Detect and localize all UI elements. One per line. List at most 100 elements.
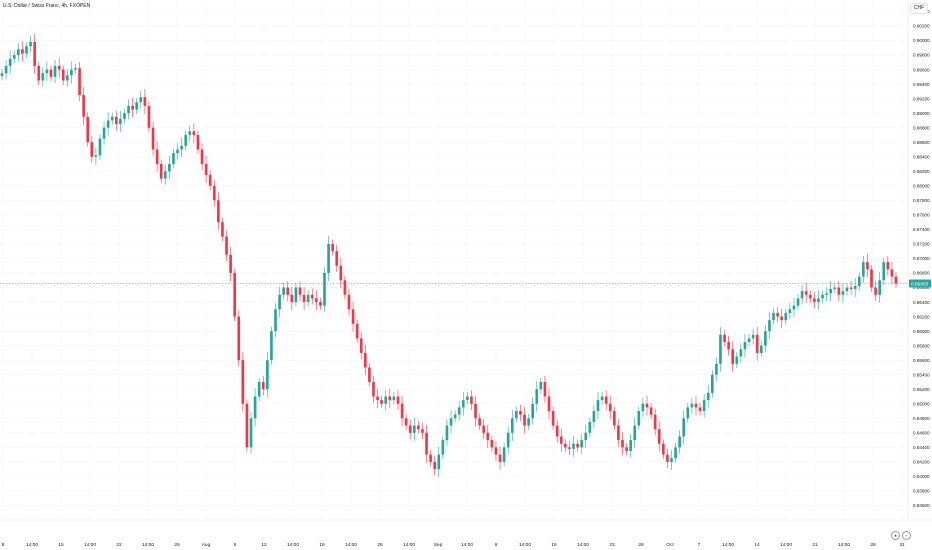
- y-tick-label: 0.88200: [913, 169, 930, 174]
- candle: [531, 397, 535, 425]
- candle: [253, 388, 257, 427]
- candle: [225, 230, 228, 262]
- candle: [482, 419, 486, 439]
- candle-body: [123, 113, 126, 119]
- candle: [245, 399, 249, 452]
- time-axis[interactable]: 8 14:00 15 14:00 22 14:00 29 Aug 6 12 14:00 19 14:00…: [2, 542, 905, 548]
- candle-body: [715, 363, 718, 375]
- candle: [453, 410, 457, 423]
- candle: [808, 290, 812, 303]
- candle: [743, 334, 747, 358]
- candle-body: [82, 95, 85, 117]
- candle: [641, 397, 645, 418]
- us-flag-icon[interactable]: ★: [891, 531, 900, 540]
- candle: [470, 390, 473, 410]
- candle-body: [343, 280, 347, 295]
- candle: [376, 388, 379, 409]
- candle-body: [200, 149, 204, 165]
- candle-body: [674, 447, 677, 459]
- candle: [457, 401, 461, 421]
- x-tick-label: 26: [377, 542, 383, 548]
- y-tick-label: 0.86000: [913, 329, 930, 334]
- candle-body: [751, 334, 755, 339]
- candle-body: [78, 68, 81, 95]
- x-tick-label: 14:00: [26, 542, 38, 548]
- candle: [429, 450, 432, 467]
- candle: [719, 326, 722, 372]
- candle: [702, 393, 706, 418]
- candle: [286, 281, 290, 301]
- candle-body: [878, 280, 881, 295]
- candle-body: [392, 396, 396, 401]
- candle: [347, 288, 351, 316]
- symbol-title[interactable]: U.S. Dollar / Swiss Franc, 4h, FXOPEN: [3, 3, 91, 9]
- candle-body: [849, 287, 853, 289]
- ch-flag-icon[interactable]: +: [902, 531, 911, 540]
- y-tick-label: 0.88600: [913, 140, 930, 145]
- candle-body: [559, 436, 563, 444]
- candle: [41, 67, 45, 87]
- candle: [310, 288, 314, 305]
- x-tick-label: Aug: [202, 542, 211, 548]
- candle-body: [49, 69, 53, 77]
- candle: [670, 450, 673, 470]
- candle-body: [310, 294, 314, 299]
- candle: [506, 426, 510, 454]
- candle-body: [94, 155, 98, 157]
- candle-body: [298, 287, 302, 295]
- candle: [625, 442, 628, 456]
- candle: [870, 265, 873, 292]
- candle: [21, 41, 24, 62]
- price-axis[interactable]: 0.904000.902000.900000.898000.896000.894…: [913, 9, 930, 508]
- candle: [874, 281, 877, 301]
- candle: [49, 65, 53, 82]
- candle: [768, 312, 771, 340]
- candle: [114, 110, 118, 131]
- candle-body: [429, 454, 432, 462]
- candle-body: [302, 294, 306, 303]
- candle: [613, 406, 616, 430]
- candle: [478, 413, 481, 430]
- candle-body: [584, 432, 588, 441]
- candle-body: [776, 312, 779, 317]
- candle: [862, 255, 865, 283]
- candle: [845, 283, 849, 296]
- candle-body: [649, 407, 653, 415]
- x-tick-label: 7: [698, 542, 701, 548]
- candle-body: [608, 403, 612, 412]
- candle-body: [792, 305, 796, 310]
- candle: [168, 156, 171, 180]
- candle: [621, 432, 624, 456]
- currency-button[interactable]: CHF: [910, 3, 928, 14]
- x-tick-label: Sep: [434, 542, 443, 548]
- candle-body: [661, 443, 665, 455]
- candle: [890, 261, 894, 285]
- candle-body: [527, 418, 530, 426]
- candle: [331, 239, 334, 256]
- candle: [78, 61, 81, 102]
- candle: [110, 112, 114, 125]
- y-tick-label: 0.89200: [913, 96, 930, 101]
- candle: [519, 404, 522, 421]
- y-tick-label: 0.85400: [913, 372, 930, 377]
- y-tick-label: 0.84600: [913, 431, 930, 436]
- candle: [559, 428, 563, 452]
- candle: [404, 413, 408, 430]
- candles: [0, 33, 898, 478]
- candle: [221, 217, 224, 242]
- candle: [666, 448, 669, 469]
- candle-body: [637, 411, 641, 426]
- candle-body: [682, 418, 686, 437]
- candle-body: [253, 396, 257, 419]
- candle-body: [143, 97, 147, 106]
- candle-body: [229, 254, 232, 273]
- candle: [853, 278, 857, 297]
- candle: [400, 395, 404, 427]
- candle-body: [33, 41, 36, 66]
- candle-body: [176, 149, 179, 154]
- candle: [776, 306, 779, 323]
- candle-body: [53, 65, 57, 77]
- candle-body: [363, 352, 367, 368]
- candle: [200, 143, 204, 171]
